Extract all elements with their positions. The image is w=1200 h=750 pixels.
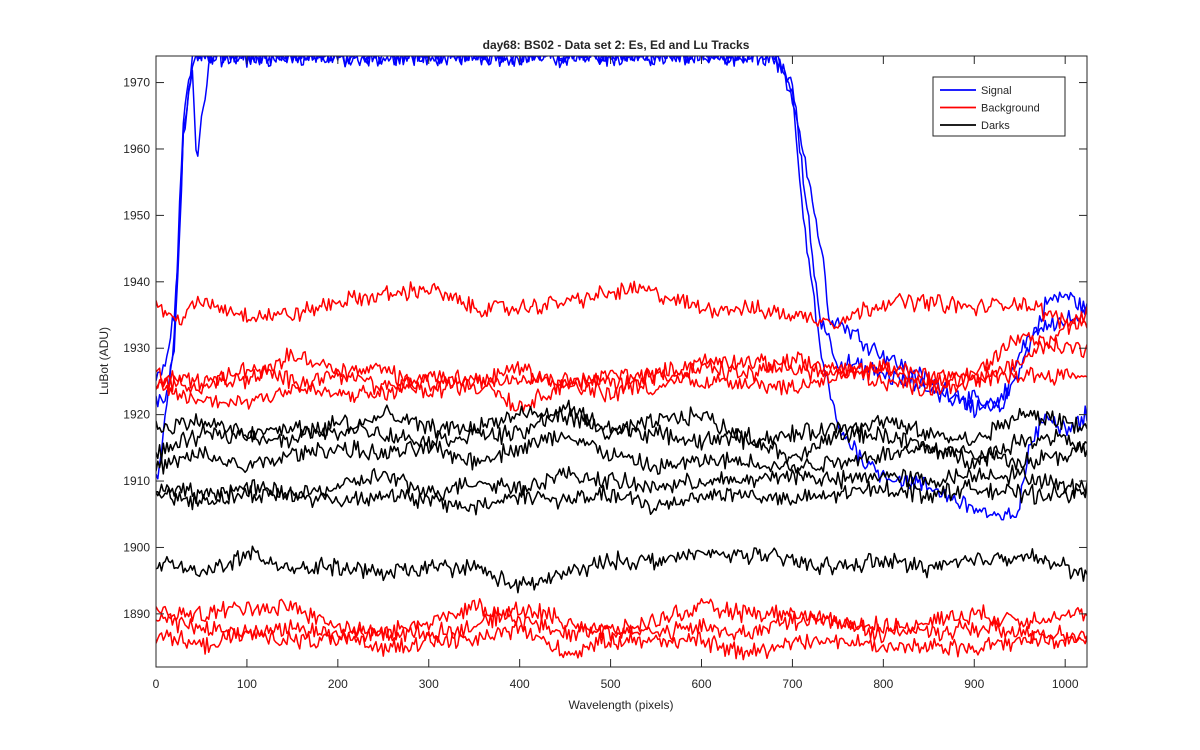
- y-tick-label: 1960: [123, 142, 150, 156]
- y-tick-label: 1920: [123, 408, 150, 422]
- series-line-background: [156, 331, 1087, 396]
- chart-title: day68: BS02 - Data set 2: Es, Ed and Lu …: [483, 38, 750, 52]
- x-tick-label: 600: [691, 677, 711, 691]
- x-tick-label: 1000: [1052, 677, 1079, 691]
- x-tick-label: 800: [873, 677, 893, 691]
- x-tick-label: 200: [328, 677, 348, 691]
- y-tick-label: 1930: [123, 341, 150, 355]
- series-line-background: [156, 361, 1087, 410]
- legend-label-signal: Signal: [981, 85, 1012, 97]
- series-line-darks: [156, 404, 1087, 450]
- series-line-background: [156, 280, 1087, 330]
- y-tick-label: 1900: [123, 540, 150, 554]
- axes-box: [155, 55, 1088, 668]
- y-tick-label: 1910: [123, 474, 150, 488]
- legend-label-background: Background: [981, 103, 1040, 115]
- y-axis: 1890 1900 1910 1920 1930 1940 1950 1960 1970: [123, 76, 1087, 621]
- series-line-signal: [156, 56, 1087, 521]
- x-tick-label: 300: [419, 677, 439, 691]
- series-line-background: [156, 620, 1087, 661]
- series-line-darks: [156, 545, 1087, 594]
- x-tick-label: 900: [964, 677, 984, 691]
- legend: Signal Background Darks: [932, 76, 1066, 137]
- series-line-darks: [156, 478, 1087, 516]
- legend-box: [932, 76, 1066, 137]
- x-tick-label: 0: [153, 677, 160, 691]
- series-line-signal: [156, 56, 1087, 419]
- x-axis-label: Wavelength (pixels): [569, 698, 674, 712]
- y-tick-label: 1950: [123, 208, 150, 222]
- y-tick-label: 1890: [123, 607, 150, 621]
- series-line-darks: [156, 399, 1087, 470]
- series-layer: [156, 56, 1087, 661]
- series-line-darks: [156, 430, 1087, 475]
- series-line-background: [156, 598, 1087, 644]
- x-tick-label: 700: [782, 677, 802, 691]
- series-line-darks: [156, 464, 1087, 505]
- legend-label-darks: Darks: [981, 120, 1010, 132]
- x-tick-label: 400: [510, 677, 530, 691]
- x-axis: 0 100 200 300 400 500 600 700 800 900 1000: [153, 56, 1079, 691]
- y-tick-label: 1940: [123, 275, 150, 289]
- y-tick-label: 1970: [123, 76, 150, 90]
- series-line-background: [156, 598, 1087, 644]
- y-axis-label: LuBot (ADU): [97, 327, 111, 395]
- x-tick-label: 100: [237, 677, 257, 691]
- x-tick-label: 500: [601, 677, 621, 691]
